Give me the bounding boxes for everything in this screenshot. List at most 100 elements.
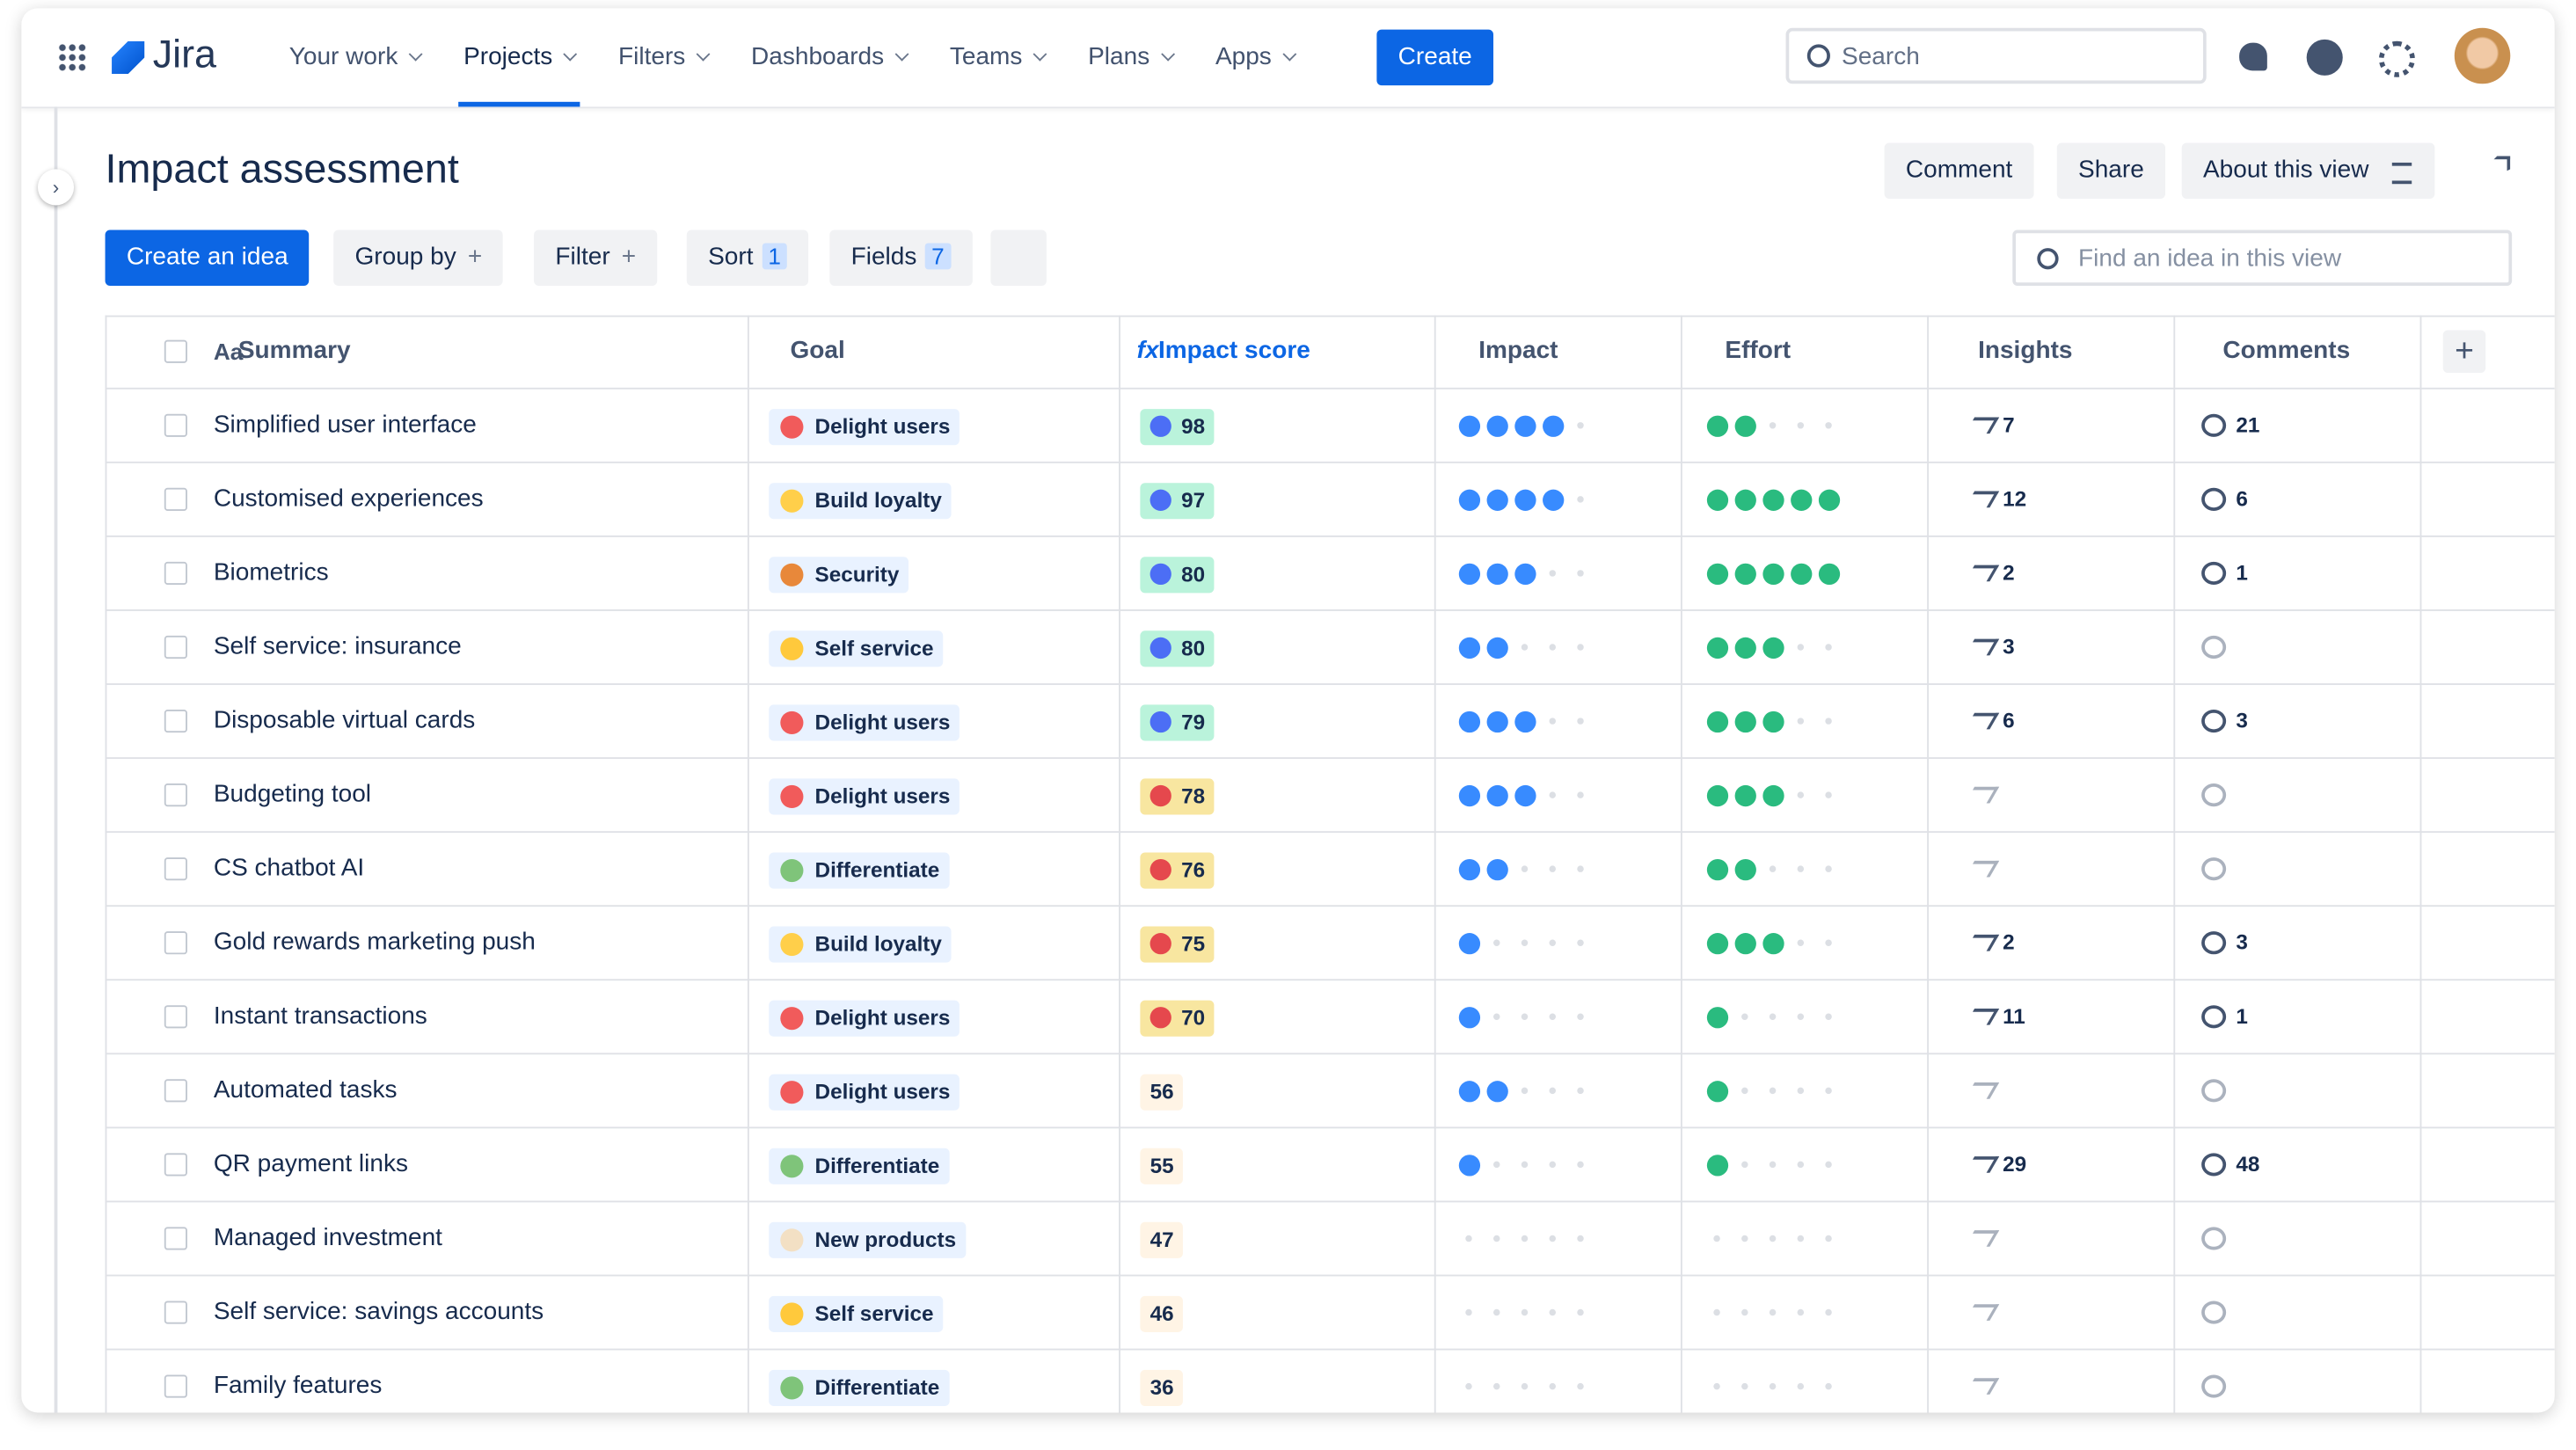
table-row[interactable]: Instant transactions Delight users 70 11 1 (105, 979, 2555, 1054)
table-row[interactable]: Budgeting tool Delight users 78 (105, 757, 2555, 833)
nav-item[interactable]: Teams (929, 8, 1067, 106)
table-row[interactable]: CS chatbot AI Differentiate 76 (105, 831, 2555, 907)
table-row[interactable]: Self service: savings accounts Self servi… (105, 1274, 2555, 1351)
avatar[interactable] (2454, 27, 2511, 84)
empty-dot (1549, 570, 1556, 577)
nav-item[interactable]: Your work (267, 8, 441, 106)
table-row[interactable]: Self service: insurance Self service 80 3 (105, 609, 2555, 685)
fields-button[interactable]: Fields 7 (829, 230, 973, 287)
nav-item[interactable]: Dashboards (730, 8, 929, 106)
add-column[interactable]: + (2442, 330, 2486, 374)
column-header[interactable]: Impact (1478, 336, 1558, 365)
table-row[interactable]: Family features Differentiate 36 (105, 1348, 2555, 1413)
column-header[interactable]: Effort (1725, 336, 1792, 365)
settings[interactable] (2378, 40, 2415, 77)
goal-label: Delight users (814, 1079, 951, 1104)
help[interactable] (2306, 39, 2343, 76)
create-button[interactable]: Create (1376, 29, 1494, 86)
table-row[interactable]: Biometrics Security 80 2 1 (105, 535, 2555, 611)
row-checkbox[interactable] (164, 1079, 187, 1103)
insights-icon (1965, 1008, 2000, 1025)
row-checkbox[interactable] (164, 1301, 187, 1324)
create-idea-button[interactable]: Create an idea (105, 230, 310, 287)
logo[interactable]: Jira (152, 33, 216, 77)
nav-item[interactable]: Filters (597, 8, 730, 106)
row-checkbox[interactable] (164, 783, 187, 807)
row-checkbox[interactable] (164, 1227, 187, 1250)
score-icon (1149, 563, 1171, 586)
row-checkbox[interactable] (164, 1374, 187, 1398)
empty-dot (1465, 1382, 1472, 1390)
app-switcher[interactable] (57, 42, 88, 73)
table-row[interactable]: Automated tasks Delight users 56 (105, 1053, 2555, 1128)
score-icon (1149, 415, 1171, 437)
row-checkbox[interactable] (164, 1005, 187, 1029)
row-checkbox[interactable] (164, 635, 187, 659)
select-all[interactable] (164, 339, 187, 363)
goal-tag: Differentiate (769, 1148, 950, 1184)
empty-dot (1797, 865, 1805, 872)
nav-item[interactable]: Projects (442, 8, 597, 107)
column-header[interactable]: Impact score (1157, 336, 1310, 365)
search-icon (1806, 44, 1830, 68)
column-header[interactable]: Summary (237, 336, 351, 365)
window: Jira Your work Projects Filters Dashboards T… (21, 8, 2555, 1413)
comment-button[interactable]: Comment (1884, 142, 2034, 200)
rating-dot (1486, 563, 1508, 586)
table-row[interactable]: Customised experiences Build loyalty 97 12 6 (105, 461, 2555, 537)
empty-dot (1493, 1382, 1500, 1390)
table-row[interactable]: Disposable virtual cards Delight users 79 6… (105, 683, 2555, 759)
empty-dot (1549, 1013, 1556, 1021)
sort-button[interactable]: Sort 1 (686, 230, 809, 287)
empty-dot (1797, 1235, 1805, 1242)
table-row[interactable]: Gold rewards marketing push Build loyalty… (105, 905, 2555, 980)
goal-tag: Delight users (769, 778, 960, 815)
nav-item[interactable]: Apps (1194, 8, 1317, 106)
search-box[interactable]: Search (1785, 27, 2207, 84)
goal-icon (780, 415, 804, 439)
rating-dot (1762, 489, 1784, 511)
nav-item[interactable]: Plans (1067, 8, 1194, 106)
row-checkbox[interactable] (164, 1153, 187, 1177)
notifications[interactable] (2239, 42, 2267, 71)
fullscreen[interactable] (2484, 156, 2511, 183)
empty-dot (1825, 1161, 1832, 1169)
empty-dot (1825, 718, 1832, 725)
row-checkbox[interactable] (164, 487, 187, 511)
expand-sidebar[interactable]: › (37, 169, 75, 206)
rating-dot (1458, 1155, 1481, 1177)
row-checkbox[interactable] (164, 709, 187, 733)
row-checkbox[interactable] (164, 561, 187, 586)
summary: Biometrics (213, 558, 329, 587)
group-by-button[interactable]: Group by + (333, 230, 504, 287)
insights-icon (1965, 860, 2000, 878)
column-header[interactable]: Goal (790, 336, 845, 365)
idea-search-icon (2037, 248, 2059, 270)
comments-icon (2201, 1005, 2227, 1029)
comments-count: 48 (2236, 1151, 2260, 1177)
share-button[interactable]: Share (2056, 142, 2166, 200)
row-checkbox[interactable] (164, 857, 187, 881)
empty-dot (1521, 865, 1529, 872)
table-row[interactable]: QR payment links Differentiate 55 29 48 (105, 1126, 2555, 1202)
rating-dot (1486, 784, 1508, 807)
score-value: 47 (1149, 1227, 1174, 1252)
about-button[interactable]: About this view (2181, 142, 2435, 200)
idea-search[interactable]: Find an idea in this view (2012, 230, 2513, 287)
row-checkbox[interactable] (164, 413, 187, 437)
column-header[interactable]: Comments (2222, 336, 2351, 365)
score-value: 80 (1181, 561, 1206, 587)
empty-dot (1825, 1382, 1832, 1390)
column-header[interactable]: Insights (1978, 336, 2073, 365)
impact-rating (1458, 463, 1624, 536)
table-row[interactable]: Simplified user interface Delight users 98… (105, 387, 2555, 463)
auto-button[interactable] (990, 230, 1047, 287)
empty-dot (1825, 939, 1832, 946)
table-row[interactable]: Managed investment New products 47 (105, 1200, 2555, 1277)
comments-count: 1 (2236, 1003, 2248, 1029)
goal-label: Delight users (814, 1005, 951, 1031)
empty-dot (1521, 1382, 1529, 1390)
row-checkbox[interactable] (164, 931, 187, 955)
filter-button[interactable]: Filter + (534, 230, 658, 287)
impact-rating (1459, 1202, 1624, 1274)
